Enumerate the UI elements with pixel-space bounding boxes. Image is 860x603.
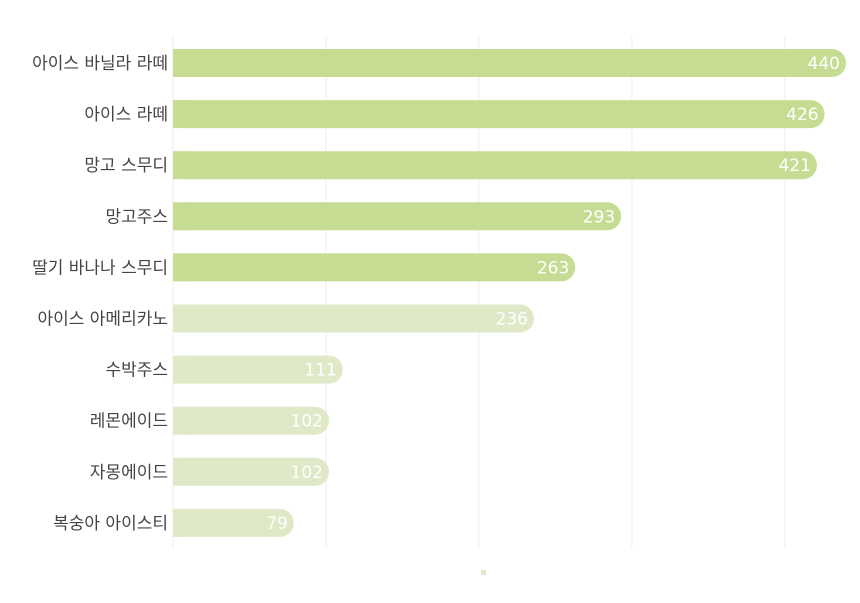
bar-9-base (173, 457, 187, 486)
bar-9 (173, 457, 330, 486)
bar-5-base (173, 253, 187, 282)
bar-4-base (173, 202, 187, 231)
legend-dot (481, 570, 486, 575)
bar-5 (173, 253, 576, 282)
category-label-3: 망고 스무디 (84, 156, 168, 176)
value-label-6: 236 (496, 310, 528, 330)
bar-3-base (173, 151, 187, 180)
bar-2-base (173, 100, 187, 129)
bar-8-base (173, 406, 187, 435)
category-label-7: 수박주스 (105, 361, 168, 381)
value-label-3: 421 (778, 156, 810, 176)
category-label-1: 아이스 바닐라 라떼 (32, 54, 168, 74)
value-label-7: 111 (304, 361, 336, 381)
value-label-5: 263 (537, 258, 569, 278)
bar-10 (173, 508, 294, 537)
category-label-5: 딸기 바나나 스무디 (32, 258, 168, 278)
category-label-2: 아이스 라떼 (84, 105, 168, 125)
bar-8 (173, 406, 330, 435)
bar-6 (173, 304, 534, 333)
bar-1-base (173, 49, 187, 77)
value-label-9: 102 (291, 463, 323, 483)
value-label-1: 440 (808, 54, 840, 74)
bar-2 (173, 100, 825, 129)
value-labels: 440 426 421 293 263 236 111 102 102 79 (266, 54, 840, 534)
bar-7-base (173, 355, 187, 384)
bar-3 (173, 151, 817, 180)
bars (173, 49, 846, 537)
bar-1 (173, 49, 846, 77)
bar-4 (173, 202, 622, 231)
category-label-9: 자몽에이드 (90, 463, 168, 483)
value-label-4: 293 (583, 207, 615, 227)
value-label-8: 102 (291, 412, 323, 432)
value-label-10: 79 (266, 514, 288, 534)
bar-6-base (173, 304, 187, 333)
category-label-8: 레몬에이드 (90, 412, 168, 432)
category-label-4: 망고주스 (105, 207, 168, 227)
category-label-6: 아이스 아메리카노 (37, 310, 168, 330)
value-label-2: 426 (786, 105, 818, 125)
category-label-10: 복숭아 아이스티 (53, 514, 168, 534)
bar-10-base (173, 508, 187, 537)
bar-7 (173, 355, 343, 384)
